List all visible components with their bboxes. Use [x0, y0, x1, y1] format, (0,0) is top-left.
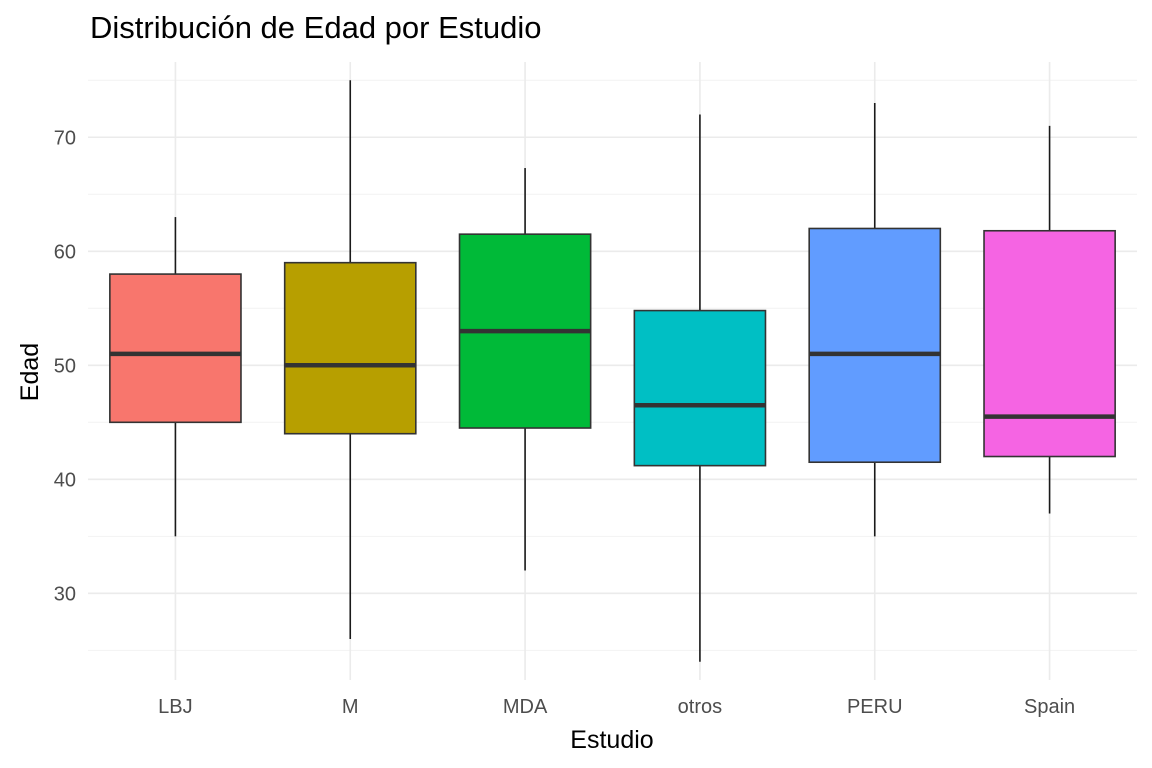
- y-axis-title: Edad: [16, 343, 44, 401]
- y-axis-ticks: 30 40 50 60 70: [54, 127, 76, 605]
- box-lbj: [109, 217, 242, 537]
- box-iqr: [283, 261, 417, 435]
- x-tick-label: otros: [678, 696, 722, 718]
- box-spain: [983, 125, 1116, 514]
- chart-title: Distribución de Edad por Estudio: [90, 10, 542, 45]
- x-tick-label: M: [342, 696, 359, 718]
- x-tick-label: MDA: [503, 696, 548, 718]
- box-mda: [458, 168, 592, 571]
- box-iqr: [109, 273, 242, 424]
- x-tick-label: LBJ: [158, 696, 192, 718]
- x-axis-ticks: LBJ M MDA otros PERU Spain: [158, 696, 1075, 718]
- box-peru: [808, 103, 942, 537]
- x-axis-title: Estudio: [570, 726, 653, 754]
- box-m: [283, 80, 417, 639]
- x-tick-label: PERU: [847, 696, 903, 718]
- box-otros: [633, 114, 767, 662]
- x-tick-label: Spain: [1024, 696, 1075, 718]
- y-tick-label: 50: [54, 355, 76, 377]
- box-iqr: [808, 227, 942, 464]
- box-iqr: [983, 229, 1116, 458]
- box-series: [109, 80, 1116, 662]
- y-tick-label: 40: [54, 469, 76, 491]
- y-tick-label: 30: [54, 583, 76, 605]
- grid-lines: [88, 62, 1137, 680]
- box-iqr: [633, 309, 767, 467]
- y-tick-label: 70: [54, 127, 76, 149]
- y-tick-label: 60: [54, 241, 76, 263]
